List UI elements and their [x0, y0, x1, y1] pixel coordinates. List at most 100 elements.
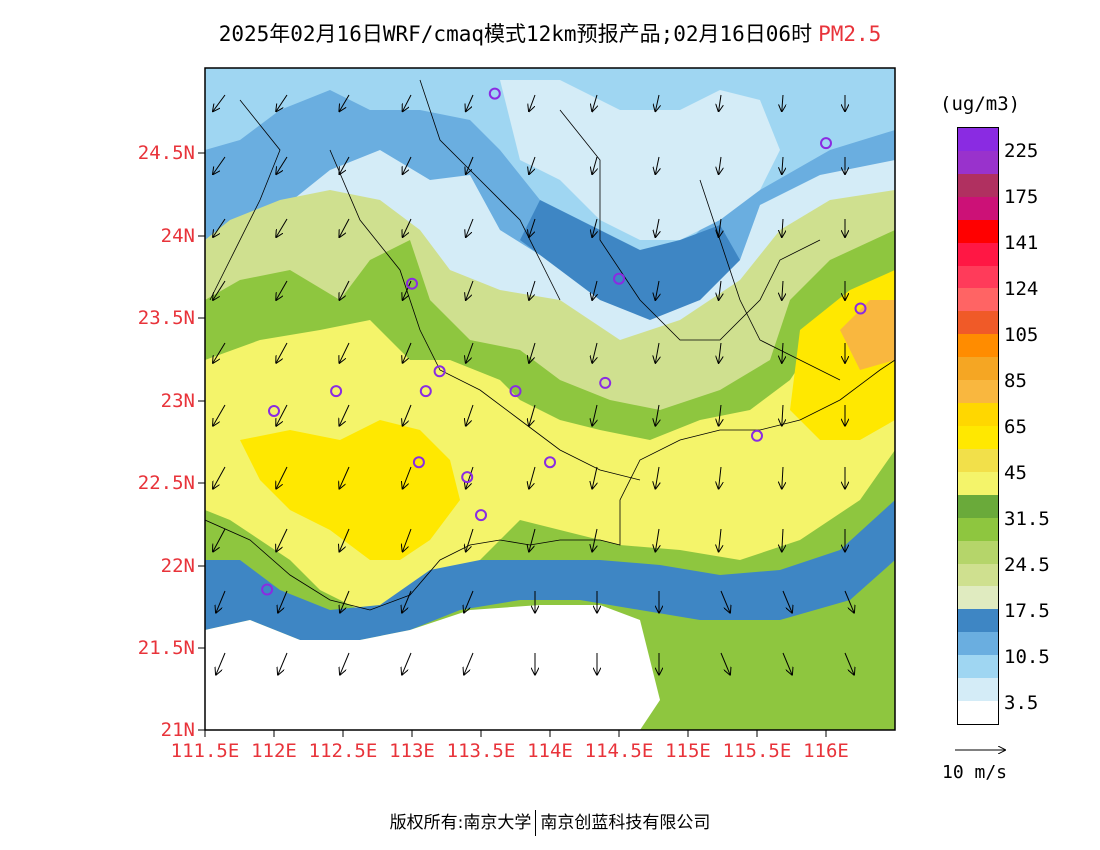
wind-arrow [782, 342, 783, 363]
wind-arrow [529, 94, 536, 111]
station-marker [475, 509, 487, 522]
province-line-1 [329, 149, 641, 481]
wind-arrow [466, 218, 474, 237]
x-tick-7: 115E [665, 740, 711, 762]
wind-arrow [276, 404, 288, 426]
title-variable: PM2.5 [818, 22, 882, 46]
wind-arrow [276, 280, 288, 300]
x-tick-6: 114.5E [584, 740, 654, 762]
wind-arrow [782, 590, 792, 613]
legend-label: 105 [1004, 324, 1039, 346]
footer-right: 南京创蓝科技有限公司 [540, 813, 711, 833]
wind-arrow [403, 466, 412, 489]
wind-arrow [339, 94, 350, 111]
x-tick-1: 112E [251, 740, 297, 762]
wind-arrow [213, 280, 226, 300]
legend-swatch [958, 173, 998, 197]
wind-arrow [529, 218, 536, 237]
wind-arrow [782, 94, 783, 111]
offshore-clean [205, 605, 660, 730]
wind-arrow [276, 218, 288, 237]
y-tick-0: 24.5N [137, 142, 195, 164]
legend-swatch [958, 655, 998, 679]
wind-arrow [213, 466, 226, 489]
legend-swatch [958, 150, 998, 174]
station-marker [412, 456, 425, 469]
wind-arrow [403, 342, 412, 363]
legend-swatch [958, 517, 998, 541]
y-tick-6: 21.5N [137, 637, 195, 659]
wind-arrow [213, 528, 226, 552]
wind-arrow [403, 528, 412, 552]
province-line-2 [559, 109, 821, 341]
wind-arrow [403, 404, 412, 426]
station-marker [599, 376, 612, 389]
wind-arrow [276, 94, 288, 111]
legend-swatch [958, 448, 998, 472]
wind-arrow [276, 156, 288, 174]
wind-arrow [278, 590, 288, 613]
legend-swatch [958, 128, 998, 151]
wind-arrow [339, 280, 350, 300]
y-tick-3: 23N [160, 390, 195, 412]
color-legend [957, 127, 999, 725]
legend-swatch [958, 311, 998, 335]
legend-swatch [958, 425, 998, 449]
legend-swatch [958, 609, 998, 633]
legend-swatch [958, 563, 998, 587]
wind-arrow [402, 590, 412, 613]
wind-arrow [529, 404, 536, 426]
legend-swatch [958, 403, 998, 426]
wind-arrow [655, 218, 659, 237]
wind-arrow [339, 528, 350, 552]
wind-reference-label: 10 m/s [942, 762, 1008, 783]
y-tick-5: 22N [160, 555, 195, 577]
wind-arrow [720, 652, 730, 675]
wind-arrow [529, 466, 536, 489]
station-marker [406, 277, 418, 290]
wind-arrow [278, 652, 288, 675]
wind-arrow [529, 342, 536, 363]
station-marker [330, 385, 343, 398]
province-line-3 [209, 99, 281, 301]
wind-arrow [844, 652, 854, 675]
legend-label: 225 [1004, 140, 1039, 162]
wind-arrow [464, 590, 474, 613]
legend-label: 141 [1004, 232, 1039, 254]
station-marker [509, 385, 522, 398]
station-marker [488, 87, 501, 100]
wind-arrow [655, 342, 659, 363]
wind-arrow [719, 280, 721, 300]
legend-label: 3.5 [1004, 692, 1039, 714]
wind-arrow [216, 652, 226, 675]
wind-arrow [655, 156, 659, 174]
footer-separator [535, 810, 537, 836]
legend-swatch [958, 678, 998, 702]
wind-arrow [720, 590, 730, 613]
wind-arrow [213, 94, 226, 111]
northern-pale [500, 80, 780, 240]
wind-arrow [655, 280, 659, 300]
wind-arrow [466, 342, 474, 363]
province-line-4 [419, 79, 561, 301]
wind-arrow [592, 528, 597, 552]
wind-arrow [339, 156, 350, 174]
wind-arrow [466, 404, 474, 426]
station-marker [544, 456, 556, 469]
page-title: 2025年02月16日WRF/cmaq模式12km预报产品;02月16日06时 P… [0, 18, 1100, 48]
wind-arrow [339, 404, 350, 426]
wind-arrow [276, 528, 288, 552]
wind-arrow [340, 590, 350, 613]
wind-arrow [592, 94, 597, 111]
legend-label: 45 [1004, 462, 1027, 484]
x-tick-5: 114E [527, 740, 573, 762]
legend-label: 124 [1004, 278, 1039, 300]
footer-left: 版权所有:南京大学 [389, 813, 532, 833]
wind-arrow [782, 280, 783, 300]
legend-swatch [958, 265, 998, 289]
wind-arrow [655, 404, 659, 426]
wind-arrow [466, 156, 474, 174]
legend-label: 175 [1004, 186, 1039, 208]
wind-arrow [276, 466, 288, 489]
wind-arrow [719, 218, 721, 237]
